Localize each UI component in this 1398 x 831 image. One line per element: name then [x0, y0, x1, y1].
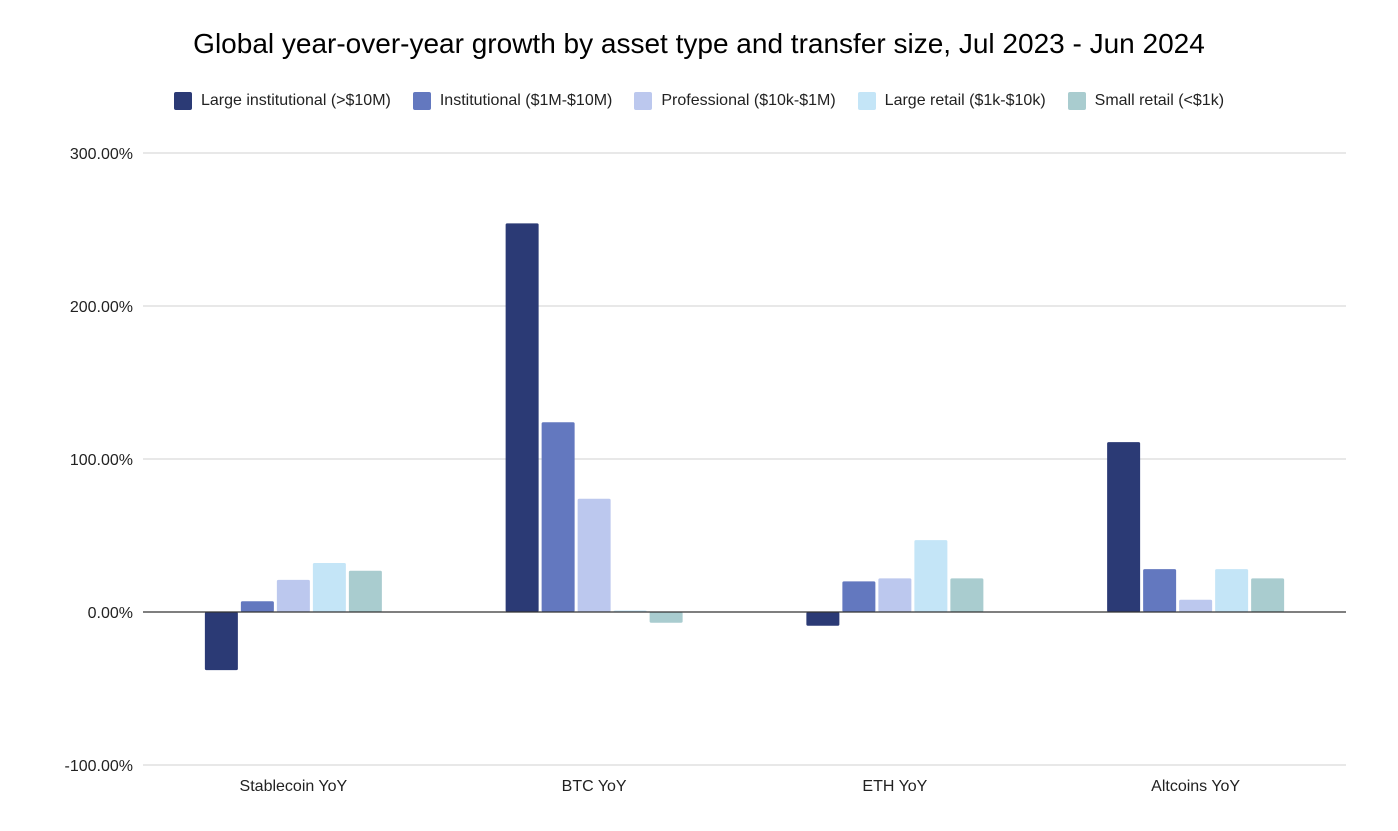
bar — [950, 578, 984, 612]
bar — [806, 612, 840, 626]
legend-item: Institutional ($1M-$10M) — [412, 92, 613, 110]
y-tick-label: 200.00% — [70, 299, 133, 316]
bar — [1107, 442, 1141, 612]
legend-swatch — [634, 92, 653, 110]
bar — [1215, 569, 1249, 612]
legend-swatch — [1067, 92, 1086, 110]
bar — [577, 498, 611, 612]
y-tick-label: 300.00% — [70, 146, 133, 163]
bar — [878, 578, 912, 612]
legend-label: Institutional ($1M-$10M) — [439, 92, 613, 109]
x-tick-label: BTC YoY — [562, 778, 627, 795]
y-tick-label: -100.00% — [65, 758, 134, 775]
legend-label: Professional ($10k-$1M) — [661, 92, 836, 109]
bar — [348, 570, 382, 612]
bar — [842, 581, 876, 612]
x-tick-label: ETH YoY — [862, 778, 927, 795]
bar — [541, 422, 575, 612]
legend-item: Professional ($10k-$1M) — [634, 92, 836, 110]
legend-label: Large retail ($1k-$10k) — [884, 92, 1046, 109]
y-tick-label: 0.00% — [88, 605, 133, 622]
bar — [240, 601, 274, 612]
legend-label: Small retail (<$1k) — [1094, 92, 1225, 109]
legend-swatch — [173, 92, 192, 110]
legend-item: Large retail ($1k-$10k) — [857, 92, 1046, 110]
legend: Large institutional (>$10M) Institutional… — [0, 92, 1398, 110]
legend-label: Large institutional (>$10M) — [200, 92, 391, 109]
legend-item: Large institutional (>$10M) — [173, 92, 391, 110]
legend-item: Small retail (<$1k) — [1067, 92, 1225, 110]
y-tick-label: 100.00% — [70, 452, 133, 469]
bar — [276, 579, 310, 612]
bar — [914, 540, 948, 612]
bar — [1179, 599, 1213, 612]
legend-swatch — [857, 92, 876, 110]
bar — [204, 612, 238, 671]
bar — [312, 563, 346, 612]
bar — [505, 223, 539, 612]
bar — [1251, 578, 1285, 612]
legend-swatch — [412, 92, 431, 110]
x-tick-label: Altcoins YoY — [1151, 778, 1240, 795]
x-tick-label: Stablecoin YoY — [240, 778, 348, 795]
bar — [1143, 569, 1177, 612]
chart-title: Global year-over-year growth by asset ty… — [193, 28, 1205, 59]
bar — [649, 612, 683, 623]
